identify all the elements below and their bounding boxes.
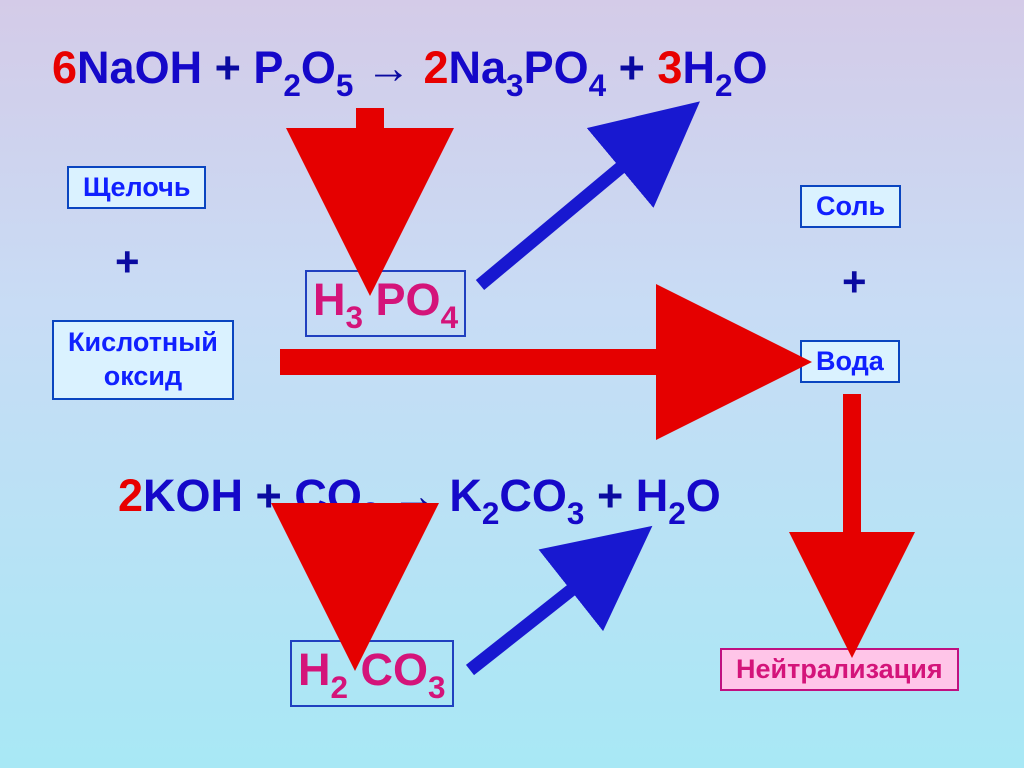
arrow-red-down-3 bbox=[0, 0, 1024, 768]
